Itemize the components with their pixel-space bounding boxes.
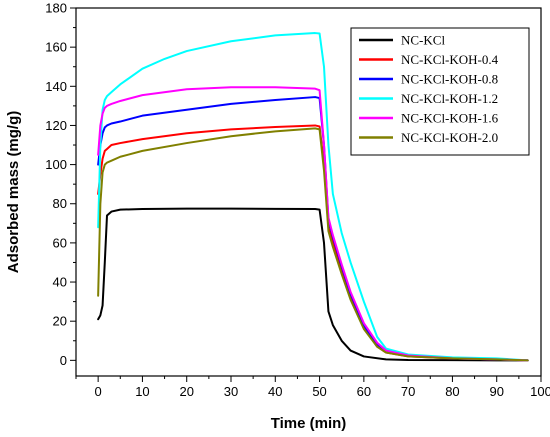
x-tick-label: 50 — [312, 384, 326, 399]
legend-label-2: NC-KCl-KOH-0.4 — [401, 52, 499, 67]
y-tick-label: 160 — [45, 40, 67, 55]
y-axis-title: Adsorbed mass (mg/g) — [5, 111, 22, 274]
x-tick-label: 80 — [445, 384, 459, 399]
legend-label-3: NC-KCl-KOH-0.8 — [401, 72, 498, 87]
legend-label-4: NC-KCl-KOH-1.2 — [401, 91, 498, 106]
series-line-5 — [97, 86, 529, 362]
y-tick-label: 0 — [60, 353, 67, 368]
y-axis: 0 20 40 60 80 100 120 140 160 180 — [45, 1, 76, 368]
y-tick-label: 60 — [53, 235, 67, 250]
x-tick-label: 60 — [357, 384, 371, 399]
series-line-6 — [97, 127, 529, 362]
x-tick-label: 40 — [268, 384, 282, 399]
y-tick-label: 80 — [53, 196, 67, 211]
y-tick-label: 140 — [45, 79, 67, 94]
x-tick-label: 0 — [95, 384, 102, 399]
x-tick-label: 30 — [224, 384, 238, 399]
x-tick-label: 20 — [179, 384, 193, 399]
series-layer — [97, 32, 529, 362]
x-tick-label: 90 — [489, 384, 503, 399]
legend-label-1: NC-KCl — [401, 33, 445, 48]
x-tick-label: 10 — [135, 384, 149, 399]
y-tick-label: 40 — [53, 275, 67, 290]
legend: NC-KCl NC-KCl-KOH-0.4 NC-KCl-KOH-0.8 NC-KCl… — [350, 27, 530, 156]
y-tick-label: 180 — [45, 1, 67, 16]
x-tick-label: 70 — [401, 384, 415, 399]
y-tick-label: 120 — [45, 118, 67, 133]
legend-box — [350, 27, 530, 156]
y-tick-label: 100 — [45, 157, 67, 172]
plot-frame — [75, 7, 542, 377]
x-axis: 0 10 20 30 40 50 60 70 80 90 100 — [75, 376, 550, 399]
legend-label-6: NC-KCl-KOH-2.0 — [401, 130, 498, 145]
legend-label-5: NC-KCl-KOH-1.6 — [401, 111, 499, 126]
x-tick-label: 100 — [530, 384, 550, 399]
series-line-1 — [97, 207, 529, 362]
y-tick-label: 20 — [53, 314, 67, 329]
x-axis-title: Time (min) — [271, 415, 347, 432]
series-line-4 — [97, 32, 529, 362]
